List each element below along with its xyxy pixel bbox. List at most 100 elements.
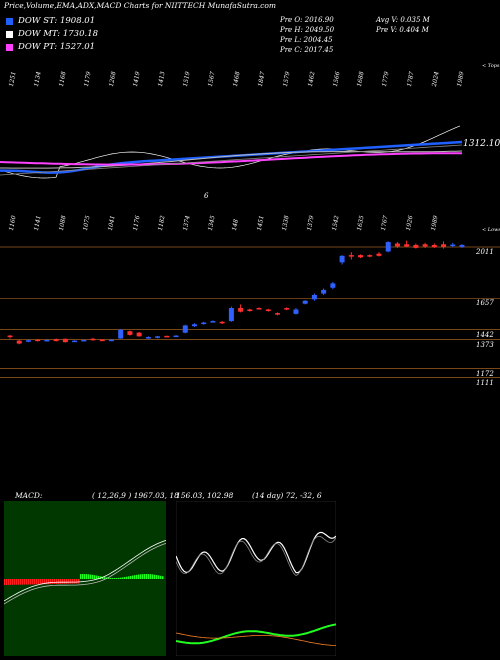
- macd-histogram-bar: [104, 577, 106, 579]
- macd-histogram-bar: [38, 579, 40, 585]
- candle-body: [99, 339, 105, 342]
- tops-label: < Tops: [482, 63, 500, 69]
- candle-body: [81, 339, 87, 342]
- macd-histogram-bar: [138, 574, 140, 579]
- macd-histogram-bar: [122, 577, 124, 579]
- macd-histogram-bar: [120, 577, 122, 579]
- lows-label: < Lows: [482, 227, 500, 233]
- macd-histogram-bar: [72, 579, 74, 584]
- candle-body: [367, 255, 373, 257]
- macd-histogram-bar: [44, 579, 46, 585]
- candle-body: [108, 339, 114, 342]
- adx-values: 156.03, 102.98: [176, 491, 234, 500]
- macd-histogram-bar: [118, 577, 120, 579]
- macd-histogram-bar: [80, 574, 82, 579]
- price-levels: [0, 246, 500, 378]
- price-level-label: 2011: [476, 248, 494, 256]
- macd-histogram-bar: [158, 575, 160, 579]
- candle-body: [90, 338, 96, 341]
- adx-plus-di-line: [176, 531, 336, 574]
- stat-pre-close: Pre C: 2017.45: [280, 46, 334, 54]
- macd-histogram-bar: [112, 577, 114, 579]
- ema-value-label: 1312.10: [463, 139, 500, 149]
- macd-histogram-bar: [36, 579, 38, 585]
- macd-histogram-bar: [134, 575, 136, 579]
- macd-histogram-bar: [114, 578, 116, 579]
- ema-mid-line: [0, 150, 463, 169]
- candle-body: [182, 325, 188, 333]
- candle-body: [339, 255, 345, 263]
- candle-body: [127, 331, 133, 335]
- macd-histogram-bar: [148, 574, 150, 579]
- macd-lines: [4, 540, 166, 605]
- candle-body: [293, 309, 299, 314]
- macd-histogram-bar: [24, 579, 26, 585]
- candle-body: [35, 339, 41, 342]
- macd-signal-line: [4, 540, 166, 602]
- macd-histogram-bar: [140, 574, 142, 579]
- macd-histogram-bar: [68, 579, 70, 584]
- legend-swatch-mt: [6, 31, 13, 38]
- candle-body: [118, 329, 124, 339]
- macd-histogram-bar: [90, 574, 92, 579]
- macd-histogram-bar: [124, 577, 126, 579]
- macd-histogram-bar: [152, 574, 154, 579]
- macd-histogram-bar: [50, 579, 52, 585]
- macd-histogram-bar: [62, 579, 64, 584]
- candle-body: [62, 338, 68, 343]
- candle-body: [25, 340, 31, 342]
- candles: [7, 240, 465, 345]
- macd-histogram-bar: [126, 576, 128, 579]
- macd-histogram-bar: [78, 579, 80, 584]
- macd-histogram-bar: [142, 574, 144, 579]
- price-level-label: 1111: [476, 378, 494, 387]
- ema-marker: 6: [204, 192, 209, 200]
- macd-histogram-bar: [82, 574, 84, 579]
- candle-body: [136, 332, 142, 337]
- macd-histogram-bar: [128, 576, 130, 579]
- candle-body: [53, 339, 59, 342]
- candle-body: [376, 253, 382, 256]
- ema-long-line: [0, 152, 462, 166]
- candle-body: [311, 295, 317, 300]
- candle-body: [247, 309, 253, 311]
- macd-histogram-bar: [94, 575, 96, 579]
- macd-histogram-bar: [30, 579, 32, 585]
- legend-st: DOW ST: 1908.01: [18, 16, 96, 26]
- candle-body: [385, 242, 391, 252]
- macd-histogram-bar: [54, 579, 56, 584]
- candle-body: [358, 255, 364, 258]
- candle-body: [404, 244, 410, 247]
- macd-histogram-bar: [52, 579, 54, 585]
- legend-mt: DOW MT: 1730.18: [18, 29, 99, 39]
- macd-histogram-bar: [58, 579, 60, 584]
- candle-body: [7, 335, 13, 338]
- macd-histogram-bar: [26, 579, 28, 585]
- macd-histogram-bar: [60, 579, 62, 584]
- macd-histogram-bar: [110, 577, 112, 579]
- macd-histogram-bar: [16, 579, 18, 585]
- macd-histogram-bar: [4, 579, 6, 585]
- macd-histogram-bar: [56, 579, 58, 584]
- macd-histogram-bar: [22, 579, 24, 585]
- candle-body: [321, 289, 327, 294]
- macd-histogram-bar: [76, 579, 78, 584]
- macd-histogram-bar: [162, 576, 164, 579]
- macd-histogram-bar: [154, 574, 156, 579]
- macd-histogram-bar: [34, 579, 36, 585]
- adx-panel: [176, 501, 336, 656]
- legend-swatch-st: [6, 18, 13, 25]
- candle-body: [431, 244, 437, 248]
- macd-histogram-bar: [156, 575, 158, 579]
- macd-histogram-bar: [136, 574, 138, 579]
- legend-pt: DOW PT: 1527.01: [18, 42, 96, 52]
- candle-body: [238, 308, 244, 312]
- macd-histogram-bar: [92, 574, 94, 579]
- macd-histogram-bar: [108, 577, 110, 579]
- macd-histogram-bar: [14, 579, 16, 585]
- macd-histogram-bar: [48, 579, 50, 585]
- macd-panel: [4, 501, 166, 656]
- macd-histogram-bar: [146, 574, 148, 579]
- macd-histogram-bar: [84, 574, 86, 579]
- candle-body: [394, 243, 400, 247]
